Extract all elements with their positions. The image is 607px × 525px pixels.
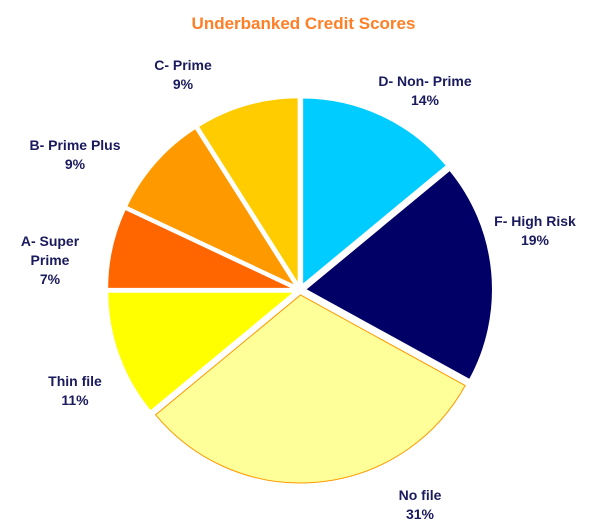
- pie-slice: [106, 207, 296, 290]
- slice-label: C- Prime 9%: [133, 56, 233, 94]
- slice-name: B- Prime Plus: [29, 137, 121, 153]
- pie-slice: [106, 290, 299, 413]
- pie-slice: [154, 294, 466, 484]
- slice-value: 31%: [405, 506, 435, 522]
- slice-value: 9%: [64, 156, 86, 172]
- pie-slice: [303, 168, 494, 382]
- slice-name: F- High Risk: [494, 213, 576, 229]
- slice-label: A- Super Prime 7%: [5, 232, 95, 289]
- pie-slice: [301, 96, 449, 288]
- slice-value: 9%: [172, 76, 194, 92]
- slice-label: F- High Risk 19%: [480, 212, 590, 250]
- slice-value: 7%: [39, 271, 61, 287]
- slice-name: Thin file: [48, 373, 102, 389]
- slice-name: C- Prime: [154, 57, 212, 73]
- slice-label: D- Non- Prime 14%: [360, 72, 490, 110]
- slice-name: No file: [398, 487, 442, 503]
- slice-label: B- Prime Plus 9%: [10, 136, 140, 174]
- pie-slice: [196, 96, 300, 289]
- slice-label: No file 31%: [375, 486, 465, 524]
- chart-title: Underbanked Credit Scores: [191, 14, 416, 33]
- slice-name: A- Super Prime: [20, 233, 80, 268]
- slice-name: D- Non- Prime: [378, 73, 472, 89]
- slice-value: 19%: [520, 232, 550, 248]
- slice-value: 14%: [410, 92, 440, 108]
- slice-value: 11%: [61, 392, 89, 408]
- pie-slice: [124, 126, 299, 290]
- slice-label: Thin file 11%: [25, 372, 125, 410]
